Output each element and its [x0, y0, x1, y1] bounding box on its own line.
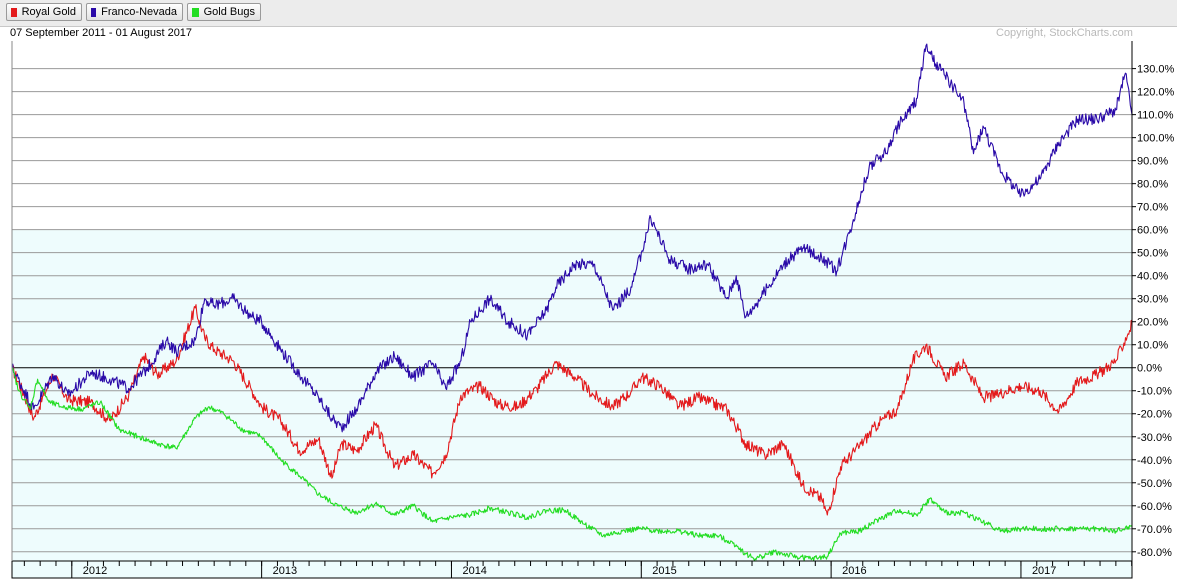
legend-item-franco-nevada[interactable]: Franco-Nevada — [86, 3, 183, 21]
x-tick-label: 2012 — [83, 565, 107, 577]
x-tick-label: 2017 — [1032, 565, 1056, 577]
legend-label-franco-nevada: Franco-Nevada — [101, 6, 177, 18]
series-lines — [11, 43, 1133, 562]
y-tick-label: -50.0% — [1137, 478, 1172, 490]
y-tick-label: 50.0% — [1137, 248, 1168, 260]
y-tick-label: -20.0% — [1137, 409, 1172, 421]
x-tick-label: 2014 — [462, 565, 486, 577]
x-tick-label: 2016 — [842, 565, 866, 577]
y-tick-label: 130.0% — [1137, 64, 1175, 76]
x-tick-label: 2015 — [652, 565, 676, 577]
royal-gold-swatch — [11, 7, 17, 17]
plot-bg-lower — [12, 229, 1132, 562]
series-line-gold-bugs — [11, 367, 1133, 562]
series-line-royal-gold — [11, 304, 1133, 516]
y-tick-label: 30.0% — [1137, 294, 1168, 306]
y-tick-label: -40.0% — [1137, 455, 1172, 467]
series-line-franco-nevada — [11, 43, 1133, 433]
y-tick-label: 100.0% — [1137, 133, 1175, 145]
y-tick-label: -30.0% — [1137, 432, 1172, 444]
y-tick-label: 40.0% — [1137, 271, 1168, 283]
franco-nevada-swatch — [91, 7, 97, 17]
copyright-label: Copyright, StockCharts.com — [996, 27, 1133, 39]
y-tick-label: 70.0% — [1137, 202, 1168, 214]
y-tick-label: 80.0% — [1137, 179, 1168, 191]
y-tick-label: 10.0% — [1137, 340, 1168, 352]
legend-item-gold-bugs[interactable]: Gold Bugs — [187, 3, 261, 21]
y-tick-label: 60.0% — [1137, 225, 1168, 237]
y-tick-label: 20.0% — [1137, 317, 1168, 329]
axes: 130.0% 120.0% 110.0% 100.0% 90.0% 80.0% 70.0% 6… — [11, 41, 1175, 579]
plot-bg-upper — [12, 41, 1132, 230]
y-tick-label: -60.0% — [1137, 501, 1172, 513]
y-tick-label: 90.0% — [1137, 156, 1168, 168]
y-tick-label: 120.0% — [1137, 87, 1175, 99]
legend-toolbar: Royal Gold Franco-Nevada Gold Bugs — [0, 0, 1177, 27]
gold-bugs-swatch — [192, 7, 199, 17]
y-tick-label: -80.0% — [1137, 547, 1172, 559]
y-tick-label: -70.0% — [1137, 524, 1172, 536]
x-tick-label: 2013 — [273, 565, 297, 577]
legend-label-royal-gold: Royal Gold — [21, 6, 76, 18]
y-tick-label: 0.0% — [1137, 363, 1162, 375]
legend-label-gold-bugs: Gold Bugs — [203, 6, 255, 18]
y-tick-label: 110.0% — [1137, 110, 1174, 122]
y-tick-label: -10.0% — [1137, 386, 1172, 398]
x-axis-strip — [11, 560, 1133, 579]
date-range-label: 07 September 2011 - 01 August 2017 — [10, 27, 193, 39]
legend-item-royal-gold[interactable]: Royal Gold — [6, 3, 82, 21]
